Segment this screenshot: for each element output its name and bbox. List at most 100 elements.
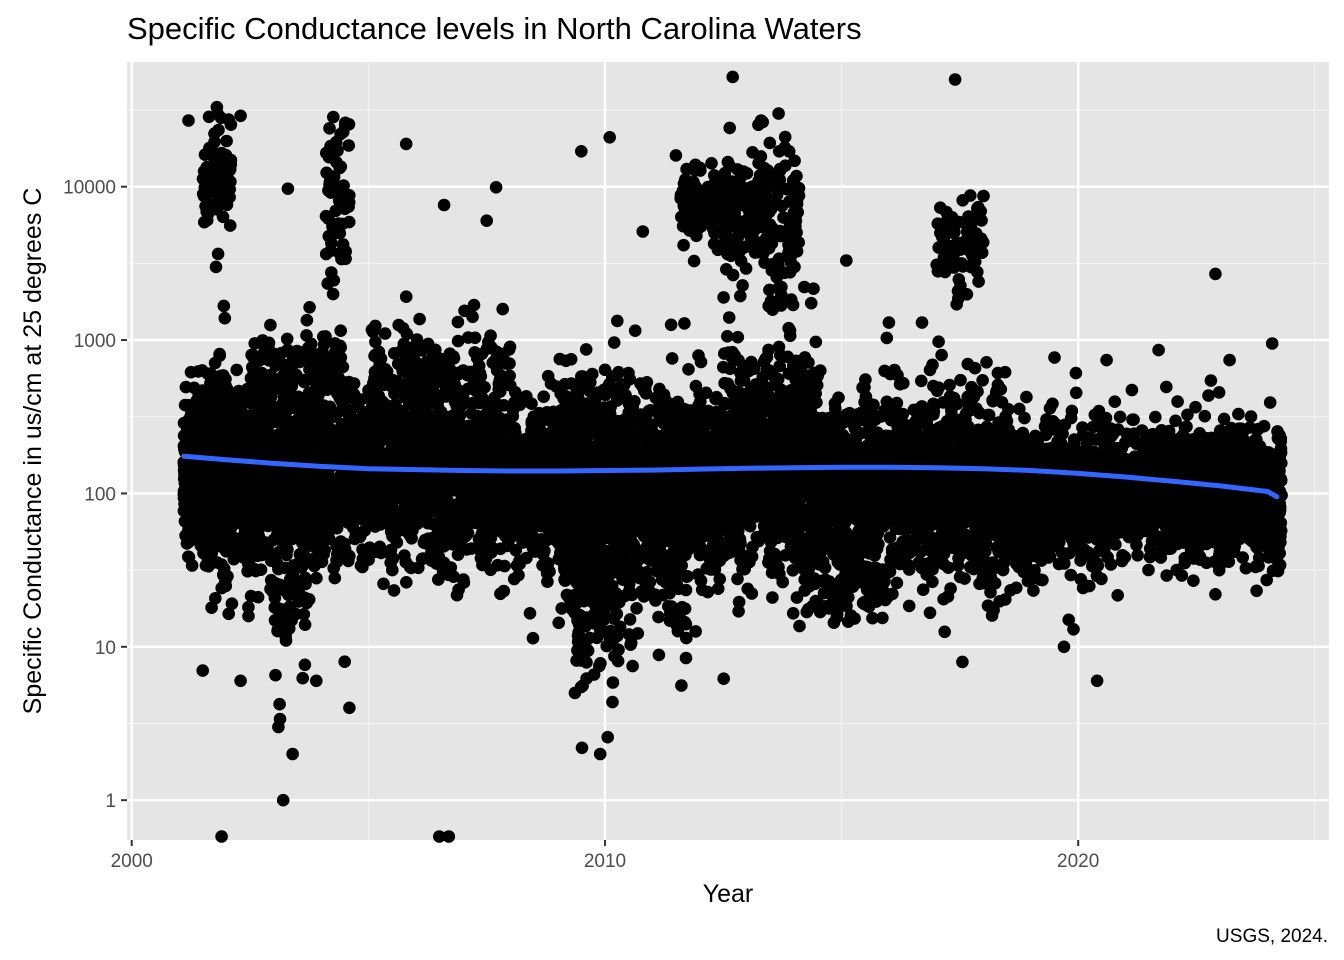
data-point — [392, 471, 405, 485]
data-point — [221, 382, 234, 396]
data-point — [379, 470, 393, 483]
data-point — [353, 472, 367, 485]
data-point — [383, 484, 397, 497]
data-point — [557, 451, 571, 464]
data-point — [385, 435, 398, 449]
data-point — [215, 581, 228, 595]
data-point — [579, 380, 593, 394]
data-point — [310, 571, 323, 585]
data-point — [497, 584, 511, 598]
data-point — [328, 571, 342, 585]
data-point — [466, 436, 480, 449]
data-point — [182, 550, 196, 564]
data-point — [229, 509, 242, 522]
data-point — [191, 406, 204, 419]
data-point — [564, 353, 578, 366]
data-point — [412, 437, 426, 450]
data-point — [192, 365, 205, 378]
data-point — [435, 452, 449, 466]
data-point — [544, 520, 557, 534]
data-point — [297, 544, 311, 557]
data-point — [180, 422, 194, 435]
data-point — [343, 549, 356, 563]
data-point — [208, 356, 222, 370]
data-point — [508, 421, 521, 435]
data-point — [231, 467, 244, 481]
data-point — [191, 530, 205, 543]
data-point — [364, 513, 378, 527]
data-point — [507, 497, 521, 511]
data-point — [400, 576, 413, 589]
data-point — [671, 395, 685, 409]
data-point — [223, 528, 236, 541]
data-point — [244, 515, 257, 528]
data-point — [399, 555, 413, 569]
data-point — [537, 390, 550, 404]
data-point — [241, 542, 254, 555]
data-point — [339, 426, 353, 439]
data-point — [179, 458, 193, 472]
data-point — [603, 448, 617, 462]
data-point — [577, 426, 591, 440]
data-point — [664, 406, 678, 419]
data-point — [386, 563, 399, 577]
data-point — [610, 394, 624, 407]
data-point — [270, 491, 283, 505]
data-point — [534, 475, 548, 489]
data-point — [421, 516, 435, 530]
data-point — [243, 530, 256, 544]
data-point — [213, 395, 226, 408]
data-point — [387, 584, 401, 597]
data-point — [338, 478, 351, 492]
data-point — [356, 560, 369, 574]
data-point — [301, 431, 314, 444]
data-point — [202, 404, 215, 418]
data-point — [494, 542, 507, 556]
data-point — [222, 607, 235, 621]
data-point — [649, 432, 662, 446]
data-point — [526, 631, 540, 645]
data-point — [532, 456, 546, 469]
data-point — [516, 444, 530, 458]
data-point — [465, 542, 478, 555]
data-point — [242, 609, 255, 623]
data-point — [373, 453, 386, 467]
data-point — [510, 559, 524, 572]
data-point — [226, 411, 239, 424]
data-point — [639, 387, 653, 400]
data-point — [653, 382, 666, 396]
data-point — [326, 440, 340, 454]
data-point — [217, 369, 230, 382]
data-point — [459, 451, 472, 465]
data-point — [665, 352, 679, 365]
data-point — [232, 487, 245, 500]
data-point — [225, 597, 239, 610]
data-point — [432, 526, 445, 539]
data-point — [227, 430, 240, 444]
data-point — [295, 530, 308, 544]
data-point — [347, 388, 361, 401]
data-point — [628, 395, 641, 408]
data-point — [317, 417, 331, 431]
data-point — [457, 576, 471, 589]
data-point — [558, 562, 571, 576]
data-point — [205, 601, 218, 614]
data-point — [178, 398, 192, 412]
data-point — [217, 299, 231, 313]
data-point — [534, 490, 547, 503]
data-point — [343, 406, 356, 419]
data-point — [227, 552, 241, 566]
data-point — [682, 363, 695, 376]
data-point — [204, 481, 218, 495]
data-point — [211, 513, 224, 527]
data-point — [527, 543, 541, 557]
data-point — [205, 546, 219, 560]
data-point — [218, 311, 232, 325]
data-point — [210, 536, 224, 549]
data-point — [316, 499, 330, 512]
data-point — [523, 607, 537, 620]
data-point — [331, 548, 345, 561]
data-point — [230, 363, 243, 377]
data-point — [563, 481, 577, 495]
